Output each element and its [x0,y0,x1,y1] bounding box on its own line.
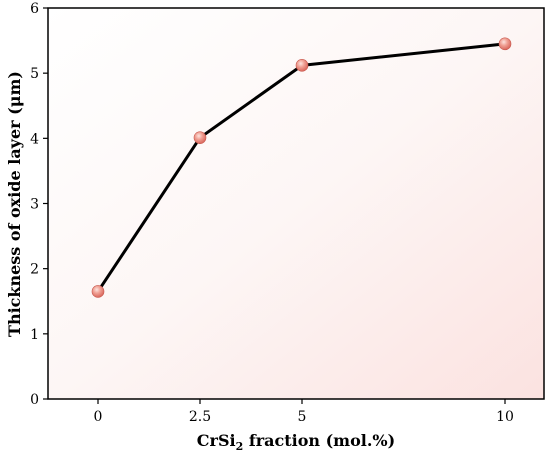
plot-area [48,8,544,399]
y-tick-label: 6 [30,1,39,17]
series-polyline [96,42,506,293]
x-axis-label: CrSi2 fraction (mol.%) [197,431,395,453]
y-axis-label: Thickness of oxide layer (μm) [5,71,24,337]
data-markers [91,37,512,298]
y-tick-label: 1 [30,327,39,343]
data-point-marker [498,37,512,51]
data-point-marker [193,131,207,144]
y-tick-label: 4 [30,131,39,147]
x-tick-label: 0 [94,409,103,425]
x-tick-label: 2.5 [189,409,211,425]
data-point-marker [91,285,105,298]
data-point-marker [295,59,309,72]
y-tick-label: 2 [30,262,39,278]
axes: 0 1 2 3 4 5 6 0 2.5 5 10 [30,1,545,425]
y-tick-label: 3 [30,197,39,213]
y-tick-label: 0 [30,392,39,408]
series-line [96,42,506,293]
x-tick-label: 5 [298,409,307,425]
y-tick-label: 5 [30,66,39,82]
x-tick-label: 10 [496,409,514,425]
